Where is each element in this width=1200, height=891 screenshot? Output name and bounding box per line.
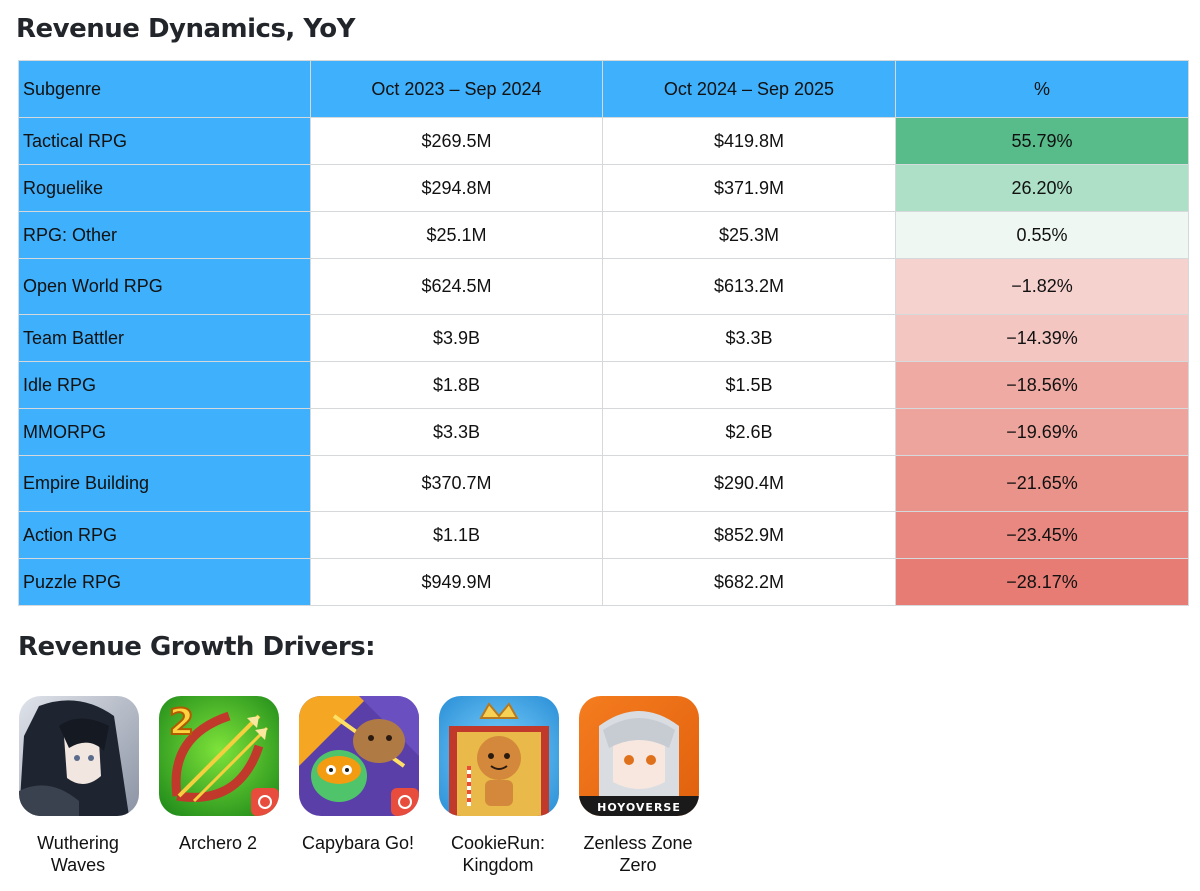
subgenre-cell: Empire Building: [18, 455, 311, 512]
revenue-prev-cell: $3.9B: [310, 314, 603, 362]
section-title: Revenue Growth Drivers:: [18, 632, 376, 662]
wuthering-waves-app-icon[interactable]: [19, 696, 139, 816]
revenue-prev-cell: $294.8M: [310, 164, 603, 212]
table-row: Idle RPG $1.8B $1.5B −18.56%: [18, 361, 1189, 409]
percent-change-cell: −28.17%: [895, 558, 1189, 606]
app-item-cookierun-kingdom[interactable]: CookieRun: Kingdom: [438, 696, 578, 886]
revenue-curr-cell: $25.3M: [602, 211, 896, 259]
app-name: Capybara Go!: [301, 833, 415, 853]
revenue-curr-cell: $3.3B: [602, 314, 896, 362]
revenue-prev-cell: $624.5M: [310, 258, 603, 315]
app-item-wuthering-waves[interactable]: Wuthering Waves: [18, 696, 158, 886]
revenue-curr-cell: $290.4M: [602, 455, 896, 512]
table-row: Puzzle RPG $949.9M $682.2M −28.17%: [18, 558, 1189, 606]
hoyoverse-logo-text: HOYOVERSE: [597, 801, 681, 814]
app-name: Wuthering Waves: [37, 833, 119, 875]
percent-change-cell: −19.69%: [895, 408, 1189, 456]
app-item-archero-2[interactable]: 2 Archero 2: [158, 696, 298, 886]
revenue-curr-cell: $852.9M: [602, 511, 896, 559]
revenue-curr-cell: $1.5B: [602, 361, 896, 409]
subgenre-cell: Open World RPG: [18, 258, 311, 315]
revenue-curr-cell: $419.8M: [602, 117, 896, 165]
percent-change-cell: 55.79%: [895, 117, 1189, 165]
table-header-row: Subgenre Oct 2023 – Sep 2024 Oct 2024 – …: [18, 60, 1189, 118]
cookierun-kingdom-app-icon[interactable]: [439, 696, 559, 816]
app-name: Zenless Zone Zero: [583, 833, 693, 875]
subgenre-cell: Puzzle RPG: [18, 558, 311, 606]
header-period-2023-2024: Oct 2023 – Sep 2024: [310, 60, 603, 118]
table-row: Open World RPG $624.5M $613.2M −1.82%: [18, 258, 1189, 315]
table-row: Empire Building $370.7M $290.4M −21.65%: [18, 455, 1189, 512]
revenue-prev-cell: $949.9M: [310, 558, 603, 606]
subgenre-cell: RPG: Other: [18, 211, 311, 259]
revenue-prev-cell: $1.1B: [310, 511, 603, 559]
header-percent-change: %: [895, 60, 1189, 118]
table-row: Team Battler $3.9B $3.3B −14.39%: [18, 314, 1189, 362]
header-subgenre: Subgenre: [18, 60, 311, 118]
zenless-zone-zero-app-icon[interactable]: HOYOVERSE: [579, 696, 699, 816]
table-row: Action RPG $1.1B $852.9M −23.45%: [18, 511, 1189, 559]
percent-change-cell: −18.56%: [895, 361, 1189, 409]
revenue-prev-cell: $269.5M: [310, 117, 603, 165]
revenue-prev-cell: $1.8B: [310, 361, 603, 409]
percent-change-cell: −14.39%: [895, 314, 1189, 362]
app-item-zenless-zone-zero[interactable]: HOYOVERSE Zenless Zone Zero: [578, 696, 718, 886]
app-item-capybara-go[interactable]: Capybara Go!: [298, 696, 438, 886]
subgenre-cell: Team Battler: [18, 314, 311, 362]
subgenre-cell: Idle RPG: [18, 361, 311, 409]
percent-change-cell: 0.55%: [895, 211, 1189, 259]
subgenre-cell: Roguelike: [18, 164, 311, 212]
subgenre-cell: MMORPG: [18, 408, 311, 456]
subgenre-cell: Action RPG: [18, 511, 311, 559]
revenue-table: Subgenre Oct 2023 – Sep 2024 Oct 2024 – …: [18, 60, 1189, 606]
revenue-curr-cell: $682.2M: [602, 558, 896, 606]
archero-2-app-icon[interactable]: 2: [159, 696, 279, 816]
table-row: Roguelike $294.8M $371.9M 26.20%: [18, 164, 1189, 212]
percent-change-cell: −21.65%: [895, 455, 1189, 512]
revenue-curr-cell: $371.9M: [602, 164, 896, 212]
table-row: MMORPG $3.3B $2.6B −19.69%: [18, 408, 1189, 456]
percent-change-cell: −23.45%: [895, 511, 1189, 559]
revenue-curr-cell: $613.2M: [602, 258, 896, 315]
revenue-prev-cell: $3.3B: [310, 408, 603, 456]
archero-2-badge: 2: [169, 702, 194, 743]
app-name: Archero 2: [178, 833, 258, 853]
percent-change-cell: −1.82%: [895, 258, 1189, 315]
percent-change-cell: 26.20%: [895, 164, 1189, 212]
revenue-prev-cell: $370.7M: [310, 455, 603, 512]
table-row: Tactical RPG $269.5M $419.8M 55.79%: [18, 117, 1189, 165]
subgenre-cell: Tactical RPG: [18, 117, 311, 165]
growth-drivers-list: Wuthering Waves 2 Ar: [18, 696, 738, 886]
app-name: CookieRun: Kingdom: [450, 833, 546, 875]
page-title: Revenue Dynamics, YoY: [16, 14, 355, 44]
header-period-2024-2025: Oct 2024 – Sep 2025: [602, 60, 896, 118]
capybara-go-app-icon[interactable]: [299, 696, 419, 816]
table-row: RPG: Other $25.1M $25.3M 0.55%: [18, 211, 1189, 259]
revenue-curr-cell: $2.6B: [602, 408, 896, 456]
revenue-prev-cell: $25.1M: [310, 211, 603, 259]
